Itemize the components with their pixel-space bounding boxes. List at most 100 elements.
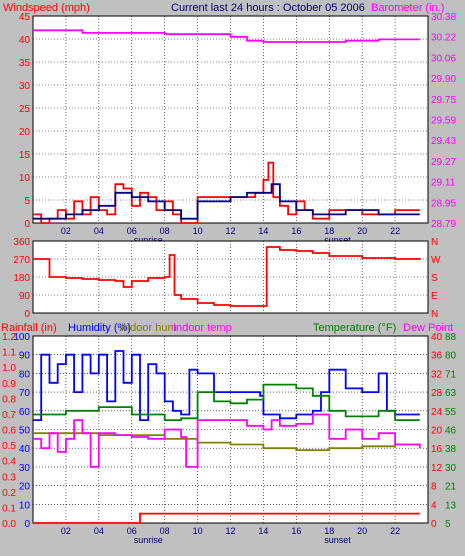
- windspeed-axis-tick-2: 10: [19, 173, 31, 184]
- temp-f-axis-tick-0: 5: [445, 519, 451, 530]
- barometer-axis-tick-7: 29.90: [431, 74, 456, 85]
- temp-f-axis-tick-6: 55: [445, 407, 457, 418]
- rainfall-axis-tick-8: 0.8: [2, 394, 16, 405]
- dewpoint-label: Dew Point: [403, 322, 453, 334]
- indoor-temp-label: Indoor temp: [173, 322, 232, 334]
- indoor-hum-label: Indoor hum: [121, 322, 177, 334]
- windspeed-axis-tick-4: 20: [19, 127, 31, 138]
- temp-c-axis-tick-2: 8: [431, 482, 437, 493]
- barometer-axis-tick-0: 28.79: [431, 219, 456, 230]
- humidity-axis-tick-6: 60: [19, 407, 31, 418]
- wind-panel-xtick-02: 02: [61, 226, 71, 236]
- wind-panel-xtick-22: 22: [390, 226, 400, 236]
- humidity-axis-tick-8: 80: [19, 369, 31, 380]
- climate-series-1: [33, 350, 420, 421]
- temp-f-axis-tick-5: 46: [445, 426, 457, 437]
- temp-f-axis-tick-3: 30: [445, 463, 457, 474]
- temp-f-axis-tick-10: 88: [445, 332, 457, 343]
- direction-series-0: [33, 246, 421, 307]
- windspeed-axis-tick-0: 0: [24, 219, 30, 230]
- climate-panel-xtick-04: 04: [94, 526, 104, 536]
- temperature-axis-label: Temperature (°F): [313, 322, 396, 334]
- wind-panel-xtick-18: 18: [324, 226, 334, 236]
- chart-title: Current last 24 hours : October 05 2006: [171, 2, 365, 14]
- rainfall-axis-tick-4: 0.4: [2, 457, 16, 468]
- wind-panel-xtick-20: 20: [357, 226, 367, 236]
- climate-panel-xtick-18: 18: [324, 526, 334, 536]
- windspeed-axis-tick-6: 30: [19, 81, 31, 92]
- temp-c-axis-tick-0: 0: [431, 519, 437, 530]
- windspeed-axis-tick-5: 25: [19, 104, 31, 115]
- temp-c-axis-tick-3: 12: [431, 463, 443, 474]
- barometer-axis-tick-8: 30.06: [431, 53, 456, 64]
- rainfall-axis-tick-0: 0.0: [2, 519, 16, 530]
- temp-f-axis-tick-2: 21: [445, 482, 457, 493]
- rainfall-axis-tick-9: 0.9: [2, 379, 16, 390]
- rainfall-axis-tick-2: 0.2: [2, 488, 16, 499]
- barometer-axis-tick-5: 29.59: [431, 116, 456, 127]
- windspeed-axis-label: Windspeed (mph): [3, 2, 90, 14]
- climate-panel-xtick-06: 06: [127, 526, 137, 536]
- direction-axis-tick-2: 180: [13, 273, 30, 284]
- climate-panel-xtick-22: 22: [390, 526, 400, 536]
- temp-f-axis-tick-9: 80: [445, 351, 457, 362]
- climate-panel-xtick-14: 14: [258, 526, 268, 536]
- humidity-axis-tick-9: 90: [19, 351, 31, 362]
- temp-c-axis-tick-9: 36: [431, 351, 443, 362]
- barometer-axis-tick-2: 29.11: [431, 178, 456, 189]
- wind-panel-xtick-08: 08: [160, 226, 170, 236]
- rainfall-axis-tick-3: 0.3: [2, 472, 16, 483]
- barometer-axis-tick-9: 30.22: [431, 33, 456, 44]
- humidity-axis-tick-4: 40: [19, 444, 31, 455]
- temp-c-axis-tick-5: 20: [431, 426, 443, 437]
- temp-c-axis-tick-6: 24: [431, 407, 443, 418]
- temp-c-axis-tick-10: 40: [431, 332, 443, 343]
- climate-series-4: [33, 383, 420, 421]
- barometer-axis-tick-6: 29.75: [431, 95, 456, 106]
- wind-panel-xtick-14: 14: [258, 226, 268, 236]
- compass-axis-tick-4: N: [431, 237, 438, 248]
- temp-f-axis-tick-8: 71: [445, 369, 457, 380]
- humidity-axis-tick-3: 30: [19, 463, 31, 474]
- direction-axis-tick-1: 90: [19, 291, 31, 302]
- humidity-axis-tick-2: 20: [19, 482, 31, 493]
- rainfall-axis-tick-10: 1.0: [2, 363, 16, 374]
- climate-panel-xtick-10: 10: [193, 526, 203, 536]
- climate-panel-sunset-label: sunset: [324, 535, 351, 545]
- humidity-axis-tick-5: 50: [19, 426, 31, 437]
- climate-panel-sunrise-label: sunrise: [134, 535, 163, 545]
- temp-f-axis-tick-4: 38: [445, 444, 457, 455]
- direction-axis-tick-3: 270: [13, 255, 30, 266]
- wind-panel-xtick-16: 16: [291, 226, 301, 236]
- barometer-axis-label: Barometer (in.): [371, 2, 444, 14]
- wind-panel-xtick-12: 12: [225, 226, 235, 236]
- wind-panel-sunset-label: sunset: [324, 235, 351, 245]
- rainfall-axis-tick-6: 0.6: [2, 426, 16, 437]
- humidity-axis-tick-7: 70: [19, 388, 31, 399]
- direction-axis-tick-4: 360: [13, 237, 30, 248]
- barometer-axis-tick-4: 29.43: [431, 136, 456, 147]
- wind-series-0: [33, 29, 420, 43]
- temp-c-axis-tick-8: 32: [431, 369, 443, 380]
- barometer-axis-tick-1: 28.95: [431, 198, 456, 209]
- temp-f-axis-tick-1: 13: [445, 500, 457, 511]
- humidity-axis-tick-1: 10: [19, 500, 31, 511]
- rainfall-axis-tick-11: 1.1: [2, 348, 16, 359]
- temp-c-axis-tick-7: 28: [431, 388, 443, 399]
- windspeed-axis-tick-7: 35: [19, 58, 31, 69]
- wind-panel-frame: [32, 15, 429, 224]
- climate-panel-xtick-08: 08: [160, 526, 170, 536]
- rainfall-axis-tick-12: 1.2: [2, 332, 16, 343]
- wind-series-2: [33, 183, 420, 220]
- rainfall-axis-label: Rainfall (in): [1, 322, 57, 334]
- humidity-axis-tick-10: 100: [13, 332, 30, 343]
- humidity-axis-label: Humidity (%): [68, 322, 131, 334]
- temp-c-axis-tick-1: 4: [431, 500, 437, 511]
- rainfall-axis-tick-1: 0.1: [2, 503, 16, 514]
- direction-axis-tick-0: 0: [24, 309, 30, 320]
- windspeed-axis-tick-1: 5: [24, 196, 30, 207]
- compass-axis-tick-3: W: [431, 255, 441, 266]
- windspeed-axis-tick-3: 15: [19, 150, 31, 161]
- compass-axis-tick-1: E: [431, 291, 438, 302]
